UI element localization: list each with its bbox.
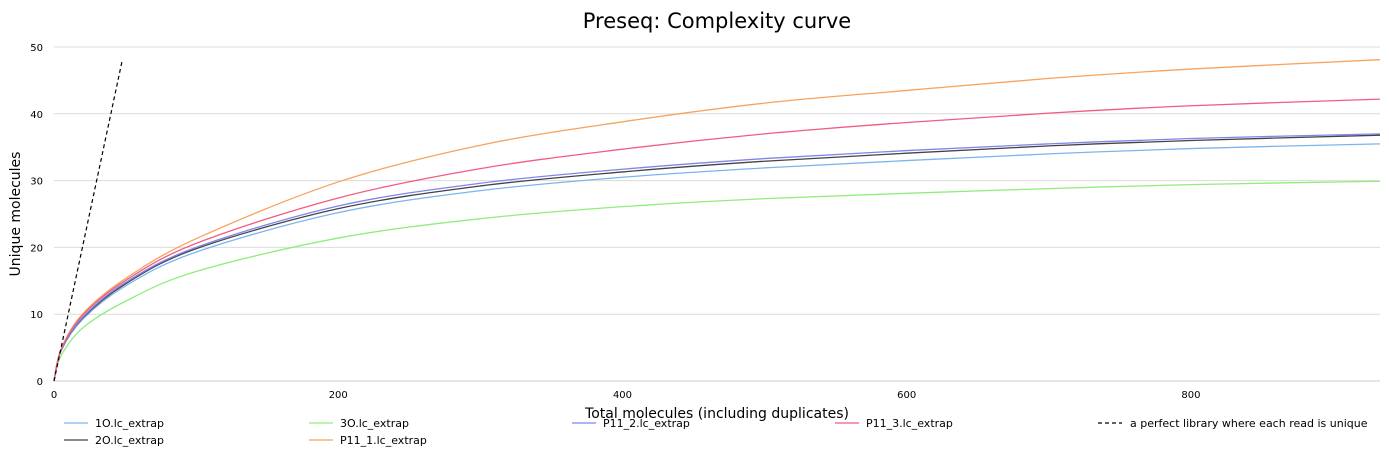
chart-title: Preseq: Complexity curve: [583, 9, 851, 33]
x-tick-label: 800: [1181, 390, 1200, 401]
x-tick-label: 0: [51, 390, 57, 401]
y-tick-label: 10: [30, 310, 43, 321]
legend-label: P11_2.lc_extrap: [603, 417, 690, 430]
gridlines: [54, 46, 1380, 315]
legend-label: 2O.lc_extrap: [95, 434, 164, 447]
legend-label: a perfect library where each read is uni…: [1130, 417, 1368, 430]
legend-label: P11_3.lc_extrap: [866, 417, 953, 430]
series-line: [53, 134, 1381, 382]
y-axis-ticks: 0 10 20 30 40 50: [30, 43, 43, 388]
x-tick-label: 600: [897, 390, 916, 401]
y-tick-label: 40: [30, 110, 43, 121]
series-line: [53, 143, 1381, 382]
y-tick-label: 20: [30, 243, 43, 254]
data-series: [53, 59, 1381, 382]
x-tick-label: 200: [329, 390, 348, 401]
series-line: [53, 133, 1381, 382]
x-axis-label: Total molecules (including duplicates): [584, 406, 849, 422]
x-axis-ticks: 0 200 400 600 800: [51, 390, 1201, 401]
y-tick-label: 30: [30, 177, 43, 188]
y-tick-label: 50: [30, 43, 43, 54]
y-tick-label: 0: [37, 377, 43, 388]
legend-label: 3O.lc_extrap: [340, 417, 409, 430]
x-tick-label: 400: [613, 390, 632, 401]
perfect-library-line: [53, 60, 123, 382]
legend-label: P11_1.lc_extrap: [340, 434, 427, 447]
series-line: [53, 98, 1381, 382]
y-axis-label: Unique molecules: [8, 152, 24, 277]
legend-label: 1O.lc_extrap: [95, 417, 164, 430]
series-line: [53, 59, 1381, 382]
legend: 1O.lc_extrap 2O.lc_extrap 3O.lc_extrap P11_…: [64, 417, 1368, 447]
series-line: [53, 180, 1381, 382]
